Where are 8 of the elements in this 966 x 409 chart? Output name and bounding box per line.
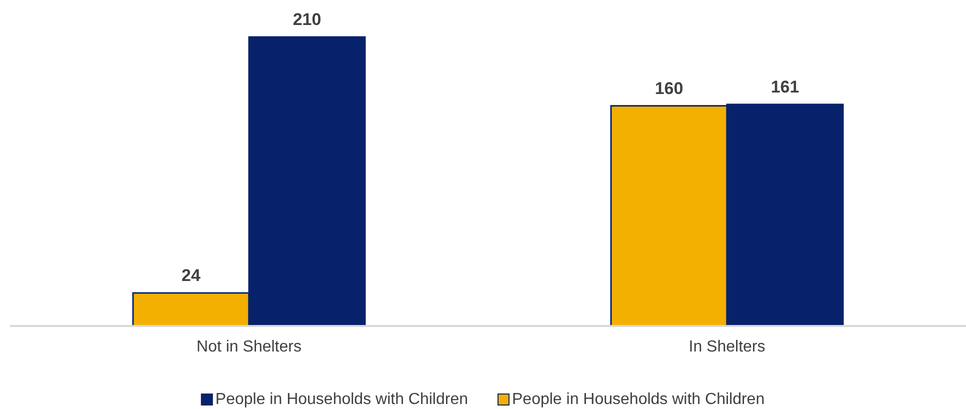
- data-label: 161: [770, 77, 800, 96]
- data-label: 160: [654, 78, 684, 98]
- legend-label: People in Households with Children: [215, 391, 468, 408]
- x-tick-label: Not in Shelters: [196, 338, 302, 356]
- data-label: 210: [292, 10, 322, 29]
- legend-label: People in Households with Children: [512, 391, 765, 408]
- data-label: 24: [182, 266, 201, 285]
- x-tick-label: In Shelters: [688, 338, 766, 356]
